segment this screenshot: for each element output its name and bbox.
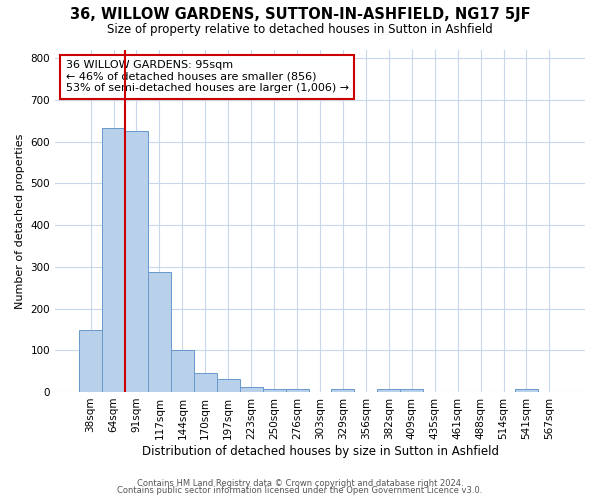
Bar xyxy=(217,379,240,392)
Bar xyxy=(240,387,263,392)
X-axis label: Distribution of detached houses by size in Sutton in Ashfield: Distribution of detached houses by size … xyxy=(142,444,499,458)
Text: Size of property relative to detached houses in Sutton in Ashfield: Size of property relative to detached ho… xyxy=(107,22,493,36)
Text: Contains HM Land Registry data © Crown copyright and database right 2024.: Contains HM Land Registry data © Crown c… xyxy=(137,478,463,488)
Bar xyxy=(102,128,125,392)
Bar xyxy=(515,389,538,392)
Text: 36, WILLOW GARDENS, SUTTON-IN-ASHFIELD, NG17 5JF: 36, WILLOW GARDENS, SUTTON-IN-ASHFIELD, … xyxy=(70,8,530,22)
Bar xyxy=(400,389,423,392)
Bar xyxy=(377,389,400,392)
Bar xyxy=(263,388,286,392)
Text: 36 WILLOW GARDENS: 95sqm
← 46% of detached houses are smaller (856)
53% of semi-: 36 WILLOW GARDENS: 95sqm ← 46% of detach… xyxy=(65,60,349,94)
Bar xyxy=(171,350,194,392)
Bar xyxy=(148,272,171,392)
Bar xyxy=(331,389,355,392)
Bar xyxy=(194,373,217,392)
Bar xyxy=(79,330,102,392)
Bar xyxy=(125,131,148,392)
Y-axis label: Number of detached properties: Number of detached properties xyxy=(15,134,25,308)
Bar xyxy=(286,388,308,392)
Text: Contains public sector information licensed under the Open Government Licence v3: Contains public sector information licen… xyxy=(118,486,482,495)
